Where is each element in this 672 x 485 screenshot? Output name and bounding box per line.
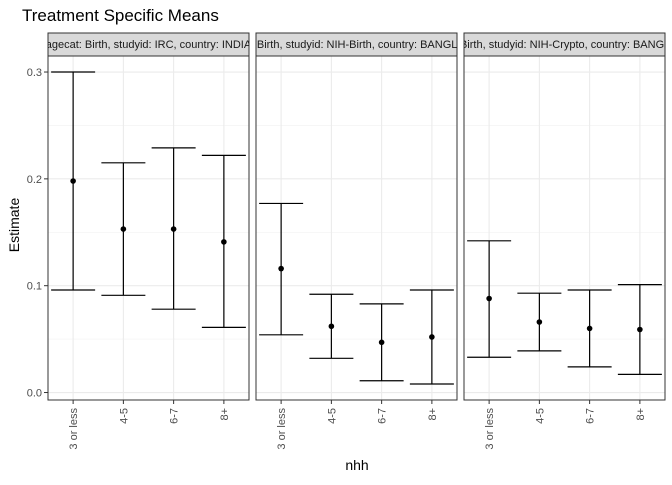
facet-strip-label: agecat: Birth, studyid: NIH-Crypto, coun… xyxy=(421,39,672,51)
y-tick-label: 0.1 xyxy=(27,281,42,293)
facet-panel: agecat: Birth, studyid: IRC, country: IN… xyxy=(46,32,252,450)
estimate-point xyxy=(70,178,76,184)
x-tick-label: 3 or less xyxy=(276,408,288,450)
panels: agecat: Birth, studyid: IRC, country: IN… xyxy=(46,32,672,450)
panel-background xyxy=(464,56,665,400)
x-tick-label: 4-5 xyxy=(534,408,546,424)
estimate-point xyxy=(170,226,177,232)
x-tick-label: 3 or less xyxy=(68,408,80,450)
y-axis: 0.0 0.1 0.2 0.3 xyxy=(27,67,48,400)
estimate-point xyxy=(221,239,227,245)
y-tick-label: 0.0 xyxy=(27,388,42,400)
y-tick-label: 0.2 xyxy=(27,174,42,186)
x-tick-label: 8+ xyxy=(635,408,647,421)
x-tick-label: 4-5 xyxy=(118,408,130,424)
estimate-point xyxy=(120,226,127,232)
x-tick-label: 8+ xyxy=(219,408,231,421)
estimate-point xyxy=(429,334,435,340)
facet-strip xyxy=(463,32,666,57)
estimate-point xyxy=(586,325,593,332)
x-tick-label: 6-7 xyxy=(377,408,389,424)
x-tick-label: 8+ xyxy=(427,408,439,421)
x-tick-label: 4-5 xyxy=(326,408,338,424)
estimate-point xyxy=(378,339,385,346)
facet-strip-label: agecat: Birth, studyid: IRC, country: IN… xyxy=(46,39,252,51)
x-tick-label: 6-7 xyxy=(585,408,597,424)
estimate-point xyxy=(637,326,643,333)
estimate-point xyxy=(536,319,543,325)
estimate-point xyxy=(486,295,492,302)
panel-background xyxy=(48,56,249,400)
estimate-point xyxy=(278,265,284,272)
y-tick-label: 0.3 xyxy=(27,67,42,79)
facet-panel: agecat: Birth, studyid: NIH-Crypto, coun… xyxy=(421,32,672,450)
facet-strip xyxy=(255,32,458,57)
facet-strip-label: agecat: Birth, studyid: NIH-Birth, count… xyxy=(218,39,496,51)
estimate-point xyxy=(328,323,335,330)
x-tick-label: 6-7 xyxy=(169,408,181,424)
y-axis-title: Estimate xyxy=(6,198,22,253)
facet-panel: agecat: Birth, studyid: NIH-Birth, count… xyxy=(218,32,496,450)
panel-background xyxy=(256,56,457,400)
x-axis-title: nhh xyxy=(345,457,368,473)
chart-title: Treatment Specific Means xyxy=(22,6,219,25)
x-tick-label: 3 or less xyxy=(484,408,496,450)
facet-strip xyxy=(47,32,250,57)
